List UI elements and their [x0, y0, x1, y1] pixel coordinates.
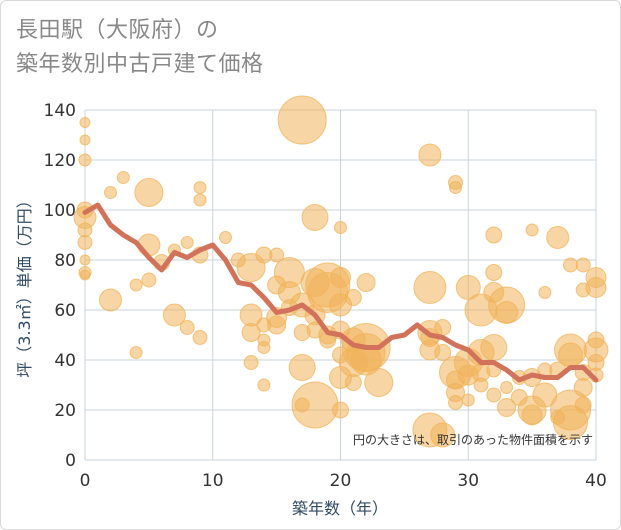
- x-axis-label: 築年数（年）: [292, 499, 388, 518]
- bubble-point: [575, 257, 591, 273]
- bubble-point: [334, 221, 347, 234]
- bubble-point: [449, 181, 462, 194]
- bubble-point: [546, 226, 570, 249]
- bubble-point: [485, 264, 503, 281]
- bubble-point: [521, 404, 543, 426]
- x-tick-label: 0: [80, 471, 91, 491]
- bubble-point: [573, 378, 593, 397]
- bubble-point: [448, 395, 463, 410]
- y-tick-label: 60: [54, 301, 76, 321]
- bubble-point: [129, 346, 143, 359]
- bubble-point: [99, 288, 122, 312]
- bubble-point: [434, 344, 452, 361]
- bubble-point: [418, 143, 442, 167]
- bubble-point: [78, 153, 92, 167]
- y-tick-label: 120: [44, 151, 76, 171]
- bubble-point: [79, 117, 91, 128]
- y-axis-label: 坪（3.3㎡）単価（万円）: [15, 192, 34, 377]
- bubble-point: [79, 134, 91, 146]
- y-tick-label: 100: [44, 201, 76, 221]
- bubble-point: [364, 368, 394, 397]
- bubble-point: [563, 257, 578, 273]
- bubble-point: [356, 273, 376, 292]
- bubble-point: [430, 422, 456, 448]
- bubble-point: [291, 381, 339, 429]
- bubble-point: [486, 387, 502, 403]
- x-tick-label: 20: [330, 471, 352, 491]
- bubble-point: [243, 355, 259, 370]
- bubble-point: [553, 405, 588, 440]
- bubble-point: [344, 289, 362, 306]
- bubble-point: [301, 204, 329, 231]
- bubble-point: [461, 393, 475, 407]
- bubble-point: [257, 378, 271, 392]
- bubble-point: [332, 401, 349, 419]
- y-tick-label: 40: [54, 351, 76, 371]
- x-tick-label: 10: [202, 471, 224, 491]
- bubble-point: [192, 330, 208, 345]
- bubble-point: [413, 271, 447, 304]
- bubble-point: [288, 354, 316, 381]
- bubble-point: [267, 315, 287, 335]
- bubble-point: [473, 377, 489, 393]
- bubble-point: [179, 320, 195, 335]
- bubble-series: [73, 95, 609, 448]
- bubble-point: [219, 231, 232, 244]
- y-tick-label: 0: [65, 451, 76, 471]
- bubble-point: [344, 374, 362, 391]
- bubble-size-note: 円の大きさは、取引のあった物件面積を示す: [353, 432, 593, 447]
- bubble-point: [525, 223, 539, 237]
- y-tick-label: 20: [54, 401, 76, 421]
- bubble-point: [162, 303, 186, 327]
- bubble-point: [434, 319, 452, 336]
- bubble-point: [77, 222, 93, 238]
- x-tick-label: 30: [457, 471, 479, 491]
- bubble-point: [500, 381, 514, 394]
- bubble-point: [269, 247, 285, 263]
- trend-line: [82, 202, 599, 383]
- bubble-point: [497, 398, 517, 417]
- bubble-point: [485, 226, 503, 244]
- bubble-point: [141, 272, 157, 288]
- chart-title: 長田駅（大阪府）の 築年数別中古戸建て価格: [16, 14, 264, 82]
- y-tick-label: 140: [44, 101, 76, 121]
- chart-title-line-2: 築年数別中古戸建て価格: [16, 52, 264, 77]
- bubble-point: [241, 323, 261, 342]
- bubble-point: [558, 342, 583, 368]
- bubble-point: [585, 277, 607, 298]
- chart-title-line-1: 長田駅（大阪府）の: [16, 18, 219, 43]
- bubble-point: [129, 278, 143, 292]
- bubble-point: [330, 267, 351, 288]
- x-tick-label: 40: [585, 471, 607, 491]
- bubble-point: [79, 269, 91, 281]
- bubble-point: [495, 301, 519, 324]
- bubble-point: [277, 95, 327, 145]
- bubble-point: [574, 396, 592, 414]
- bubble-point: [134, 178, 164, 207]
- bubble-point: [180, 236, 194, 249]
- bubble-point: [480, 334, 508, 361]
- bubble-point: [193, 193, 207, 207]
- y-tick-label: 80: [54, 251, 76, 271]
- bubble-point: [77, 235, 93, 250]
- axis-ticks: 0 20 40 60 80 100 120 140 0 10 20 30 40: [44, 101, 607, 491]
- bubble-point: [79, 254, 91, 266]
- bubble-point: [257, 341, 271, 354]
- bubble-point: [193, 181, 207, 194]
- bubble-point: [116, 171, 130, 184]
- bubble-point: [538, 286, 552, 299]
- bubble-point: [104, 186, 117, 199]
